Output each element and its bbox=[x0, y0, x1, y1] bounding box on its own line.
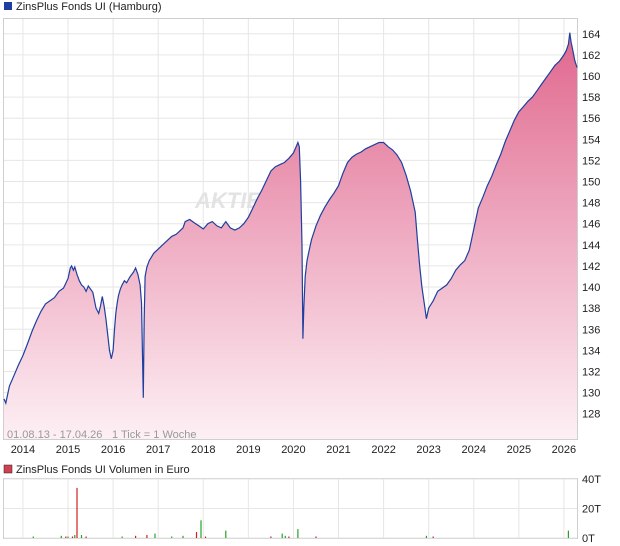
y-tick-label: 144 bbox=[582, 240, 600, 252]
y-tick-label: 158 bbox=[582, 92, 600, 104]
volume-bar bbox=[171, 536, 173, 538]
y-tick-label: 162 bbox=[582, 50, 600, 62]
y-tick-label: 128 bbox=[582, 409, 600, 421]
y-tick-label: 142 bbox=[582, 261, 600, 273]
volume-bar bbox=[432, 536, 434, 538]
volume-bar bbox=[182, 535, 184, 538]
volume-bar bbox=[204, 536, 207, 538]
y-tick-label: 130 bbox=[582, 388, 600, 400]
legend-label-volume: ZinsPlus Fonds UI Volumen in Euro bbox=[16, 464, 190, 476]
price-x-axis: 2014 2015 2016 2017 2018 2019 2020 2021 2022 2023… bbox=[11, 444, 576, 456]
volume-bar bbox=[76, 487, 78, 538]
volume-bar bbox=[270, 536, 272, 538]
y-tick-label: 164 bbox=[582, 29, 600, 41]
volume-bar bbox=[200, 520, 202, 538]
volume-y-tick-label: 0T bbox=[582, 533, 595, 545]
price-area-fill bbox=[4, 32, 577, 439]
x-tick-label: 2026 bbox=[552, 444, 576, 456]
volume-y-tick-label: 40T bbox=[582, 474, 601, 486]
volume-bar bbox=[288, 536, 290, 538]
volume-bar bbox=[425, 535, 427, 538]
y-tick-label: 138 bbox=[582, 303, 600, 315]
x-tick-label: 2019 bbox=[236, 444, 260, 456]
y-tick-label: 150 bbox=[582, 177, 600, 189]
volume-bar bbox=[195, 532, 198, 538]
volume-bar bbox=[281, 533, 283, 538]
x-tick-label: 2021 bbox=[326, 444, 350, 456]
y-tick-label: 160 bbox=[582, 71, 600, 83]
volume-bar bbox=[297, 529, 299, 538]
volume-bar bbox=[284, 535, 286, 538]
volume-bar bbox=[60, 535, 62, 538]
volume-bar bbox=[71, 536, 74, 538]
y-tick-label: 152 bbox=[582, 155, 600, 167]
volume-bar bbox=[65, 536, 67, 538]
volume-bar bbox=[154, 533, 156, 538]
legend-swatch-volume bbox=[3, 464, 13, 474]
date-range-label: 01.08.13 - 17.04.26 bbox=[7, 429, 102, 441]
volume-bar bbox=[567, 530, 569, 538]
volume-bar bbox=[32, 536, 34, 538]
volume-bar bbox=[80, 535, 83, 538]
x-tick-label: 2023 bbox=[416, 444, 440, 456]
volume-bar bbox=[315, 536, 317, 538]
x-tick-label: 2022 bbox=[371, 444, 395, 456]
price-y-axis: 128 130 132 134 136 138 140 142 144 146 148 150 152 1… bbox=[582, 29, 600, 421]
volume-bar bbox=[74, 535, 76, 538]
volume-y-tick-label: 20T bbox=[582, 504, 601, 516]
x-tick-label: 2024 bbox=[462, 444, 486, 456]
x-tick-label: 2018 bbox=[191, 444, 215, 456]
y-tick-label: 156 bbox=[582, 113, 600, 125]
y-tick-label: 146 bbox=[582, 219, 600, 231]
x-tick-label: 2025 bbox=[507, 444, 531, 456]
y-tick-label: 136 bbox=[582, 324, 600, 336]
volume-bar bbox=[225, 530, 227, 538]
x-tick-label: 2020 bbox=[281, 444, 305, 456]
y-tick-label: 132 bbox=[582, 366, 600, 378]
legend-swatch-price bbox=[4, 2, 12, 10]
y-tick-label: 154 bbox=[582, 134, 600, 146]
y-tick-label: 148 bbox=[582, 198, 600, 210]
price-series-line bbox=[3, 32, 578, 406]
volume-bar bbox=[121, 536, 123, 538]
volume-grid bbox=[4, 478, 577, 539]
x-tick-label: 2017 bbox=[146, 444, 170, 456]
x-tick-label: 2015 bbox=[56, 444, 80, 456]
legend-label-price: ZinsPlus Fonds UI (Hamburg) bbox=[16, 1, 162, 13]
tick-interval-label: 1 Tick = 1 Woche bbox=[112, 429, 196, 441]
x-tick-label: 2016 bbox=[101, 444, 125, 456]
volume-bar bbox=[67, 536, 69, 538]
volume-bars bbox=[32, 487, 569, 538]
volume-bar bbox=[135, 535, 137, 538]
y-tick-label: 140 bbox=[582, 282, 600, 294]
volume-y-axis: 0T 20T 40T bbox=[582, 474, 601, 545]
volume-bar bbox=[85, 536, 87, 538]
y-tick-label: 134 bbox=[582, 345, 600, 357]
volume-bar bbox=[146, 535, 148, 538]
x-tick-label: 2014 bbox=[11, 444, 35, 456]
